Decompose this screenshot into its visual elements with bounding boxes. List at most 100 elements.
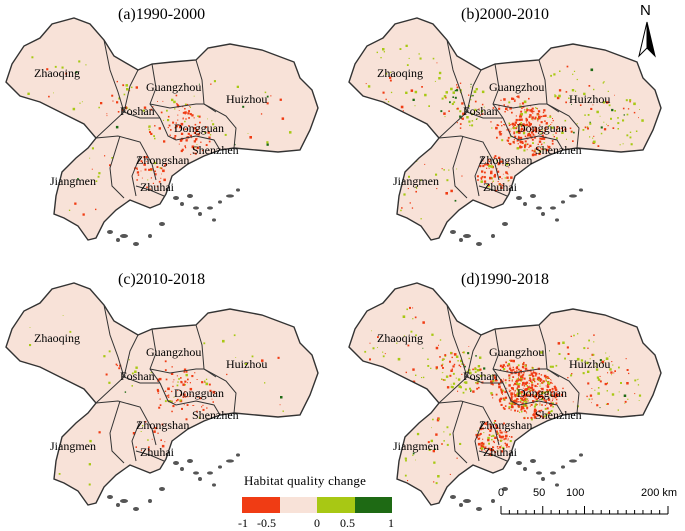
change-patch xyxy=(169,134,171,136)
change-patch xyxy=(488,434,491,436)
change-patch xyxy=(523,100,527,104)
change-patch xyxy=(537,118,538,120)
change-patch xyxy=(77,178,79,180)
change-patch xyxy=(539,395,542,398)
change-patch xyxy=(79,102,81,104)
change-patch xyxy=(204,381,206,383)
change-patch xyxy=(532,133,534,135)
change-patch xyxy=(458,364,461,367)
change-patch xyxy=(504,442,506,445)
change-patch xyxy=(518,135,520,137)
change-patch xyxy=(445,96,447,99)
change-patch xyxy=(483,160,485,162)
change-patch xyxy=(528,97,530,100)
change-patch xyxy=(550,401,552,403)
change-patch xyxy=(587,127,589,130)
change-patch xyxy=(584,114,586,116)
change-patch xyxy=(455,377,457,379)
change-patch xyxy=(501,160,504,163)
change-patch xyxy=(601,360,604,364)
change-patch xyxy=(493,422,495,424)
island xyxy=(550,471,556,475)
change-patch xyxy=(526,381,529,384)
change-patch xyxy=(531,389,534,391)
change-patch xyxy=(401,411,405,414)
change-patch xyxy=(128,359,130,361)
change-patch xyxy=(396,424,399,427)
change-patch xyxy=(538,414,541,417)
change-patch xyxy=(592,137,594,139)
change-patch xyxy=(136,171,140,174)
change-patch xyxy=(572,140,574,142)
change-patch xyxy=(205,144,208,146)
change-patch xyxy=(507,109,509,111)
change-patch xyxy=(504,437,507,440)
change-patch xyxy=(522,404,526,407)
change-patch xyxy=(503,422,505,425)
change-patch xyxy=(535,413,538,415)
change-patch xyxy=(545,413,548,416)
change-patch xyxy=(512,402,515,405)
change-patch xyxy=(479,428,482,431)
island xyxy=(555,218,559,222)
island xyxy=(550,206,556,210)
change-patch xyxy=(480,178,483,180)
change-patch xyxy=(457,390,459,392)
island xyxy=(569,194,577,198)
change-patch xyxy=(485,183,488,185)
change-patch xyxy=(539,404,541,406)
change-patch xyxy=(160,111,163,114)
change-patch xyxy=(517,130,521,133)
change-patch xyxy=(529,144,532,147)
change-patch xyxy=(95,180,98,182)
change-patch xyxy=(511,123,512,125)
change-patch xyxy=(542,115,545,117)
change-patch xyxy=(606,123,607,125)
change-patch xyxy=(525,118,528,122)
change-patch xyxy=(521,374,524,377)
change-patch xyxy=(411,207,414,209)
change-patch xyxy=(611,108,614,112)
change-patch xyxy=(490,392,493,395)
change-patch xyxy=(160,167,163,170)
change-patch xyxy=(571,131,573,133)
change-patch xyxy=(514,391,516,393)
change-patch xyxy=(176,384,179,387)
change-patch xyxy=(496,168,498,170)
change-patch xyxy=(198,134,199,136)
change-patch xyxy=(612,364,614,366)
change-patch xyxy=(435,482,438,485)
change-patch xyxy=(553,73,556,76)
island xyxy=(193,206,199,210)
map-panel: (b)2000-2010 Zhaoqing Guangzhou Huizhou … xyxy=(343,0,685,264)
change-patch xyxy=(410,330,413,333)
change-patch xyxy=(490,428,493,431)
change-patch xyxy=(561,393,564,396)
change-patch xyxy=(515,380,518,383)
change-patch xyxy=(501,125,503,127)
change-patch xyxy=(513,403,515,405)
change-patch xyxy=(538,395,541,398)
change-patch xyxy=(510,124,512,126)
change-patch xyxy=(179,399,182,402)
change-patch xyxy=(502,397,505,400)
change-patch xyxy=(184,103,187,106)
change-patch xyxy=(125,84,128,87)
change-patch xyxy=(440,110,443,113)
change-patch xyxy=(176,103,178,105)
change-patch xyxy=(523,400,526,403)
change-patch xyxy=(520,113,523,116)
change-patch xyxy=(260,113,263,115)
change-patch xyxy=(112,100,114,102)
change-patch xyxy=(474,367,477,371)
change-patch xyxy=(406,64,409,66)
change-patch xyxy=(559,70,561,72)
change-patch xyxy=(524,382,527,385)
change-patch xyxy=(184,108,186,110)
change-patch xyxy=(395,416,398,419)
change-patch xyxy=(392,189,395,192)
change-patch xyxy=(172,381,174,383)
change-patch xyxy=(453,363,456,366)
change-patch xyxy=(554,396,557,399)
city-boundary xyxy=(438,135,500,181)
